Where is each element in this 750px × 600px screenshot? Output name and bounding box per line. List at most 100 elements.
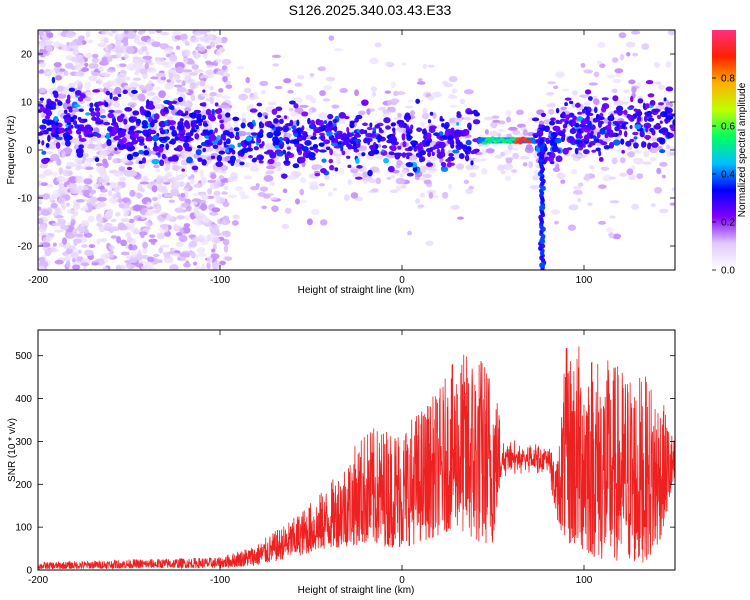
spectrogram-cell <box>654 186 663 194</box>
spectrogram-cell <box>632 52 639 57</box>
spectrogram-cell <box>472 119 481 125</box>
spectrogram-cell <box>125 207 130 216</box>
spectrogram-cell <box>222 238 230 246</box>
spectrogram-cell <box>405 105 414 109</box>
spectrogram-cell <box>375 155 384 160</box>
spectrogram-cell <box>583 149 590 155</box>
spectrogram-cell <box>193 51 201 60</box>
spectrogram-cell <box>599 63 606 69</box>
spectrogram-cell <box>294 82 303 87</box>
spectrogram-cell <box>647 117 655 122</box>
spectrogram-cell <box>219 260 227 266</box>
spectrogram-cell <box>78 108 84 113</box>
spectrogram-cell <box>132 110 140 116</box>
spectrogram-cell <box>297 131 302 139</box>
spectrogram-cell <box>441 122 445 128</box>
spectrogram-cell <box>554 137 562 144</box>
spectrogram-cell <box>144 110 152 118</box>
spectrogram-cell <box>239 190 246 197</box>
spectrogram-cell <box>633 157 644 165</box>
spectrogram-cell <box>215 93 223 98</box>
spectrogram-cell <box>65 202 70 207</box>
spectrogram-cell <box>568 204 579 211</box>
spectrogram-cell <box>637 117 642 122</box>
spectrogram-cell <box>144 63 150 70</box>
spectrogram-cell <box>49 248 60 253</box>
spectrogram-cell <box>206 64 214 69</box>
spectrogram-cell <box>349 122 355 129</box>
spectrogram-cell <box>458 153 465 160</box>
spectrogram-cell <box>612 95 619 102</box>
spectrogram-cell <box>158 120 167 128</box>
spectrogram-cell <box>505 109 512 117</box>
spectrogram-cell <box>199 192 206 197</box>
spectrogram-cell <box>175 232 183 236</box>
spectrogram-cell <box>75 90 82 96</box>
spectrogram-cell <box>69 41 77 47</box>
spectrogram-cell <box>195 124 199 130</box>
spectrogram-cell <box>432 112 437 119</box>
spectrogram-cell <box>352 172 363 178</box>
spectrogram-cell <box>324 175 330 180</box>
spectrogram-cell <box>142 241 149 249</box>
spectrogram-cell <box>347 164 352 169</box>
spectrogram-cell <box>252 157 258 161</box>
spectrogram-cell <box>497 128 506 133</box>
spectrogram-cell <box>389 151 395 156</box>
spectrogram-cell <box>578 142 584 148</box>
spectrogram-cell <box>88 174 93 179</box>
spectrogram-cell <box>553 85 559 90</box>
spectrogram-cell <box>225 148 229 153</box>
spectrogram-cell <box>224 256 233 261</box>
spectrogram-cell <box>397 129 404 134</box>
spectrogram-cell <box>71 264 81 270</box>
spectrogram-cell <box>665 144 671 150</box>
spectrogram-cell <box>218 150 225 155</box>
spectrogram-cell <box>56 136 63 141</box>
spectrogram-cell <box>631 203 639 211</box>
spectrogram-cell <box>481 158 487 162</box>
spectrogram-cell <box>41 242 51 248</box>
spectrogram-cell <box>416 81 426 85</box>
spectrogram-cell <box>301 199 308 204</box>
spectrogram-cell <box>271 108 278 115</box>
spectrogram-cell <box>232 214 240 220</box>
spectrogram-cell <box>174 207 184 213</box>
spectrogram-cell <box>233 120 239 128</box>
spectrogram-cell <box>84 52 94 59</box>
spectrogram-cell <box>157 232 165 240</box>
spectrogram-cell <box>368 150 375 157</box>
spectrogram-cell <box>223 185 229 191</box>
spectrogram-cell <box>405 152 413 157</box>
spectrogram-cell <box>188 72 198 76</box>
spectrogram-cell <box>646 110 652 116</box>
spectrogram-cell <box>199 74 209 80</box>
spectrogram-cell <box>276 151 284 157</box>
spectrogram-cell <box>510 169 518 174</box>
spectrogram-cell <box>96 166 107 174</box>
spectrogram-cell <box>96 238 101 245</box>
spectrogram-cell <box>354 138 362 144</box>
spectrogram-cell <box>263 174 274 182</box>
spectrogram-cell <box>628 105 635 109</box>
spectrogram-cell <box>138 84 145 91</box>
spectrogram-cell <box>193 207 200 214</box>
spectrogram-cell <box>635 110 643 117</box>
spectrogram-cell <box>462 128 470 136</box>
spectrogram-cell <box>361 152 366 157</box>
spectrogram-cell <box>129 223 135 227</box>
spectrogram-cell <box>146 209 155 216</box>
spectrogram-cell <box>427 119 432 124</box>
spectrogram-cell <box>175 106 180 111</box>
spectrogram-cell <box>333 153 343 158</box>
spectrogram-cell <box>649 100 656 106</box>
spectrogram-cell <box>221 95 232 100</box>
spectrogram-cell <box>503 163 514 171</box>
spectrogram-cell <box>161 187 169 195</box>
snr-x-tick-label: 100 <box>576 575 593 586</box>
spectrogram-cell <box>182 187 190 191</box>
spectrogram-cell <box>229 131 234 139</box>
spectrogram-cell <box>104 210 113 218</box>
spectrogram-cell <box>603 144 611 150</box>
